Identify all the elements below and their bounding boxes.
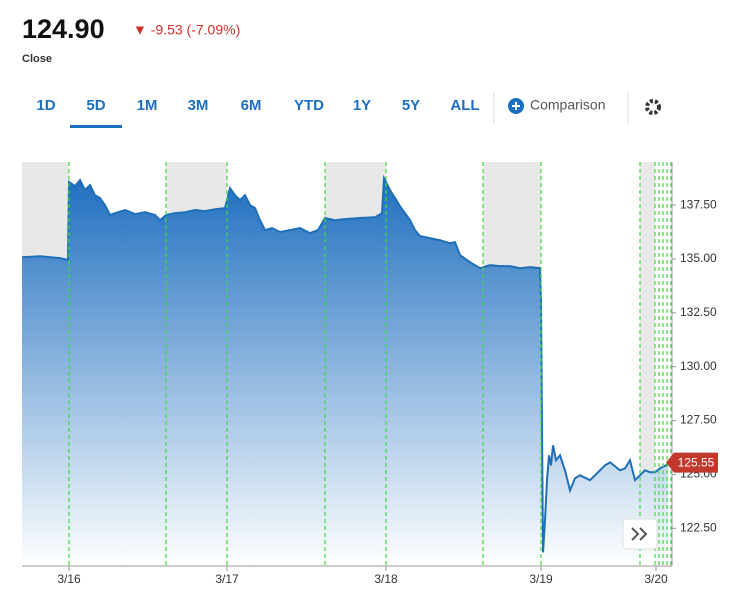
tab[interactable]: 1M: [137, 97, 158, 114]
tab[interactable]: 1Y: [353, 97, 371, 114]
y-tick-label: 135.00: [680, 251, 717, 265]
last-value-label: 125.55: [678, 456, 715, 470]
tab[interactable]: YTD: [294, 97, 324, 114]
after-hours-band: [640, 162, 655, 566]
y-tick-label: 122.50: [680, 520, 717, 534]
x-tick-label: 3/17: [215, 572, 239, 586]
status: Close: [22, 53, 52, 65]
scroll-icon: [631, 527, 648, 541]
x-tick-label: 3/18: [374, 572, 398, 586]
area: [22, 178, 668, 566]
scroll-button[interactable]: [622, 518, 658, 550]
last-value-tag: [666, 452, 718, 473]
settings-icon[interactable]: [645, 99, 661, 115]
y-tick-label: 137.50: [680, 197, 717, 211]
tab[interactable]: 5D: [86, 97, 105, 114]
y-tick-label: 127.50: [680, 413, 717, 427]
x-tick-label: 3/20: [644, 572, 668, 586]
comparison-button[interactable]: Comparison: [530, 97, 605, 113]
price-line: [21, 174, 669, 553]
tab[interactable]: 5Y: [402, 97, 420, 114]
tab-bar: 1D 5D 1M 3M 6M YTD 1Y 5Y ALL: [36, 97, 480, 128]
gear-hole: [651, 105, 655, 109]
tab[interactable]: ALL: [450, 97, 479, 114]
plot: 122.50125.00127.50130.00132.50135.00137.…: [21, 162, 718, 586]
active-underline: [70, 125, 122, 128]
price: 124.90: [22, 14, 105, 44]
plus: [512, 102, 520, 110]
price-change: ▼ -9.53 (-7.09%): [133, 22, 240, 38]
tab[interactable]: 3M: [188, 97, 209, 114]
y-tick-label: 130.00: [680, 359, 717, 373]
x-tick-label: 3/16: [57, 572, 81, 586]
y-tick-label: 132.50: [680, 305, 717, 319]
tab[interactable]: 1D: [36, 97, 55, 114]
x-tick-label: 3/19: [529, 572, 553, 586]
gear: [645, 99, 661, 115]
tab[interactable]: 6M: [241, 97, 262, 114]
